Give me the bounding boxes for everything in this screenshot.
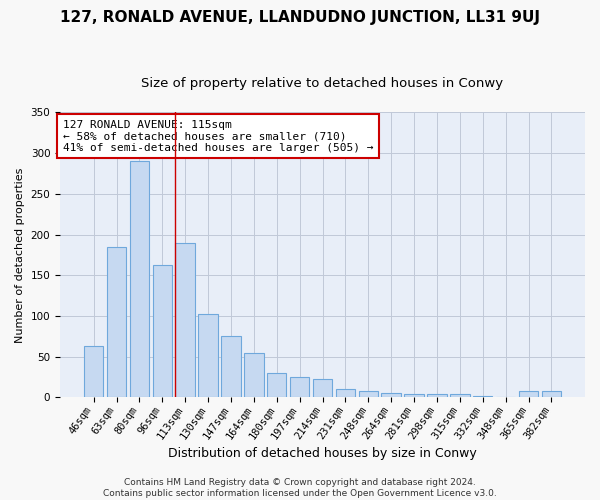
Bar bbox=[107, 247, 126, 398]
Bar bbox=[519, 391, 538, 398]
Bar bbox=[244, 352, 263, 398]
Bar bbox=[450, 394, 470, 398]
Text: Contains HM Land Registry data © Crown copyright and database right 2024.
Contai: Contains HM Land Registry data © Crown c… bbox=[103, 478, 497, 498]
Bar bbox=[359, 391, 378, 398]
Bar bbox=[152, 264, 172, 398]
Bar bbox=[199, 314, 218, 398]
Bar bbox=[473, 396, 493, 398]
X-axis label: Distribution of detached houses by size in Conwy: Distribution of detached houses by size … bbox=[168, 447, 477, 460]
Y-axis label: Number of detached properties: Number of detached properties bbox=[15, 167, 25, 342]
Bar bbox=[496, 396, 515, 398]
Title: Size of property relative to detached houses in Conwy: Size of property relative to detached ho… bbox=[142, 78, 503, 90]
Bar bbox=[290, 377, 310, 398]
Text: 127, RONALD AVENUE, LLANDUDNO JUNCTION, LL31 9UJ: 127, RONALD AVENUE, LLANDUDNO JUNCTION, … bbox=[60, 10, 540, 25]
Text: 127 RONALD AVENUE: 115sqm
← 58% of detached houses are smaller (710)
41% of semi: 127 RONALD AVENUE: 115sqm ← 58% of detac… bbox=[62, 120, 373, 153]
Bar bbox=[84, 346, 103, 398]
Bar bbox=[427, 394, 446, 398]
Bar bbox=[221, 336, 241, 398]
Bar bbox=[404, 394, 424, 398]
Bar bbox=[542, 391, 561, 398]
Bar bbox=[175, 242, 195, 398]
Bar bbox=[335, 389, 355, 398]
Bar bbox=[382, 394, 401, 398]
Bar bbox=[267, 373, 286, 398]
Bar bbox=[313, 380, 332, 398]
Bar bbox=[130, 162, 149, 398]
